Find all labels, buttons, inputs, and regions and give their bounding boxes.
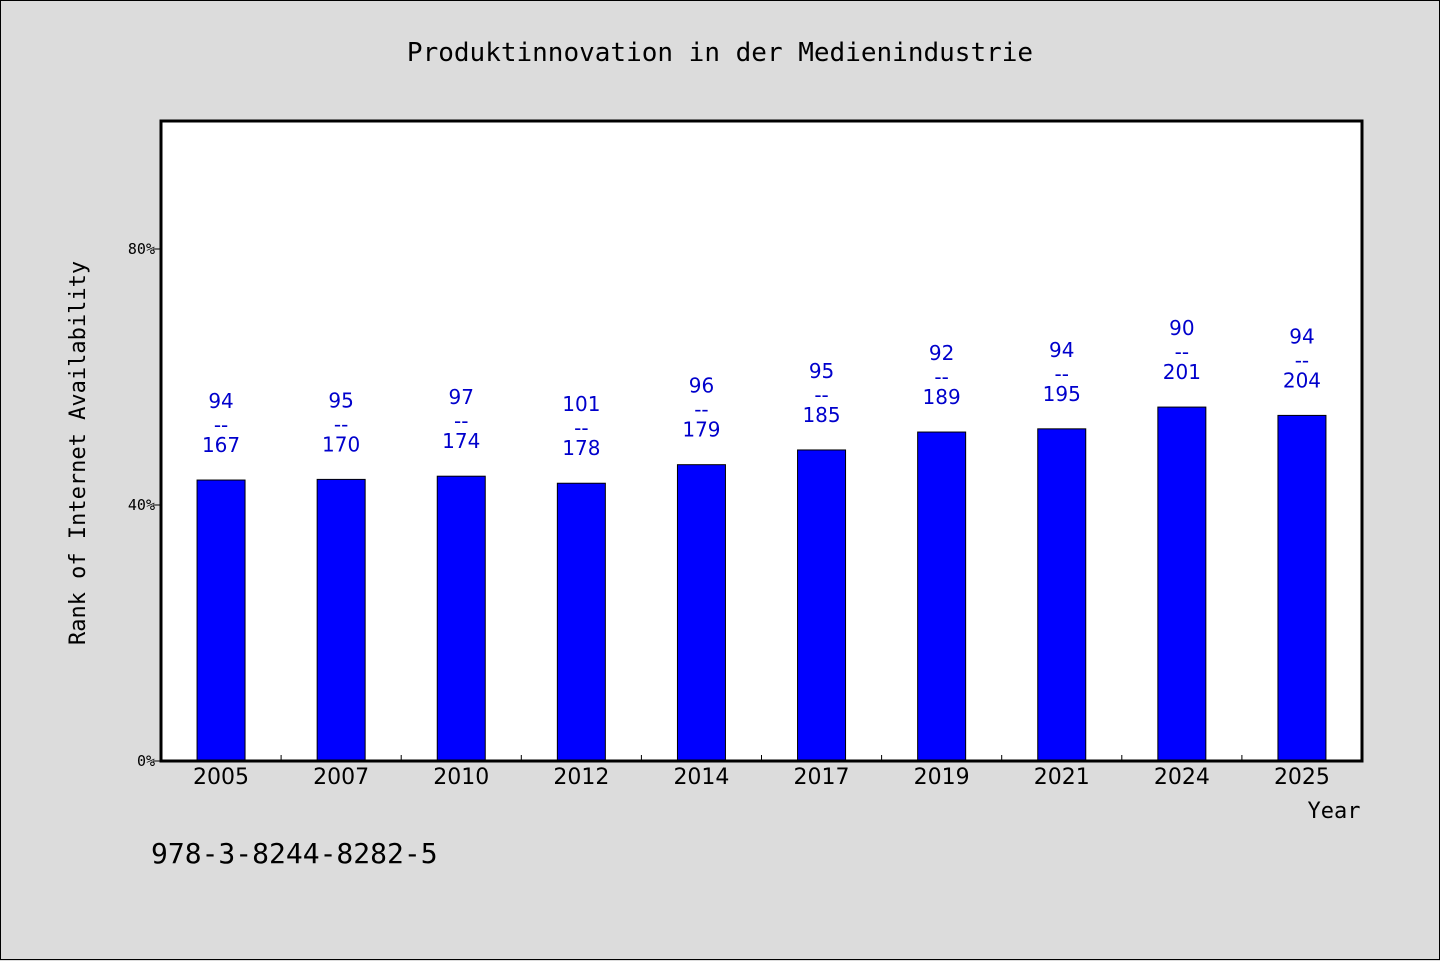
bar (1037, 428, 1087, 762)
data-label-numerator: 94 (208, 389, 233, 413)
bar (316, 478, 366, 762)
data-label-denominator: 178 (562, 436, 600, 460)
data-label-denominator: 204 (1283, 368, 1321, 392)
x-tick-label: 2024 (1154, 765, 1210, 790)
data-label-separator: -- (934, 365, 948, 389)
bar (917, 431, 967, 762)
bar (1157, 406, 1207, 762)
bar (436, 475, 486, 762)
data-label-separator: -- (214, 413, 228, 437)
y-tick-label: 80% (128, 240, 155, 258)
x-tick-label: 2007 (313, 765, 369, 790)
data-label-numerator: 94 (1289, 324, 1314, 348)
data-label-denominator: 174 (442, 429, 480, 453)
data-label-denominator: 179 (682, 418, 720, 442)
data-label-separator: -- (454, 409, 468, 433)
data-label-numerator: 95 (809, 359, 834, 383)
x-tick-label: 2019 (914, 765, 970, 790)
x-axis: 2005 2007 2010 2012 2014 2017 2019 2021 2024 2025 (193, 755, 1330, 790)
data-label-separator: -- (1055, 362, 1069, 386)
isbn-footer: 978-3-8244-8282-5 (151, 837, 438, 870)
data-label-denominator: 170 (322, 432, 360, 456)
x-tick-label: 2014 (673, 765, 729, 790)
bar (196, 479, 246, 762)
data-label-numerator: 90 (1169, 316, 1194, 340)
data-label-separator: -- (814, 383, 828, 407)
x-tick-label: 2012 (553, 765, 609, 790)
data-label-separator: -- (1175, 340, 1189, 364)
data-label-denominator: 201 (1163, 360, 1201, 384)
y-axis: 0% 40% 80% (128, 240, 161, 770)
data-label-denominator: 167 (202, 433, 240, 457)
x-tick-label: 2005 (193, 765, 249, 790)
data-label-numerator: 97 (449, 385, 474, 409)
y-axis-label: Rank of Internet Availability (66, 261, 91, 645)
data-label-separator: -- (334, 412, 348, 436)
bar (797, 449, 847, 762)
y-tick-label: 40% (128, 496, 155, 514)
data-label-denominator: 185 (802, 403, 840, 427)
data-label-separator: -- (694, 398, 708, 422)
data-label-numerator: 92 (929, 341, 954, 365)
data-labels: 94--16795--17097--174101--17896--17995--… (202, 316, 1321, 460)
data-label-separator: -- (1295, 348, 1309, 372)
x-axis-label: Year (1308, 799, 1361, 824)
chart-title: Produktinnovation in der Medienindustrie (407, 38, 1033, 68)
plot-border (159, 119, 1364, 763)
bars (196, 406, 1327, 762)
data-label-denominator: 195 (1043, 382, 1081, 406)
bar (556, 482, 606, 762)
bar (676, 464, 726, 762)
data-label-numerator: 96 (689, 374, 714, 398)
data-label-numerator: 94 (1049, 338, 1074, 362)
x-tick-label: 2021 (1034, 765, 1090, 790)
data-label-numerator: 101 (562, 392, 600, 416)
x-tick-label: 2010 (433, 765, 489, 790)
data-label-denominator: 189 (923, 385, 961, 409)
data-label-separator: -- (574, 416, 588, 440)
x-tick-label: 2017 (794, 765, 850, 790)
x-tick-label: 2025 (1274, 765, 1330, 790)
y-tick-label: 0% (137, 752, 155, 770)
bar (1277, 414, 1327, 762)
data-label-numerator: 95 (328, 388, 353, 412)
